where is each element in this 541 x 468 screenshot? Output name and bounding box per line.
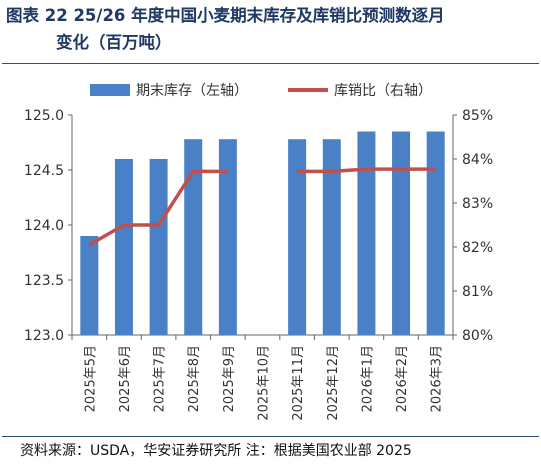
legend: 期末库存（左轴） 库销比（右轴） — [90, 83, 432, 99]
right-tick-label: 85% — [462, 108, 493, 124]
bar — [218, 139, 237, 335]
x-tick-label: 2025年5月 — [83, 345, 98, 412]
x-tick-label: 2025年9月 — [222, 345, 237, 412]
bar — [426, 131, 445, 335]
title-line-1: 图表 22 25/26 年度中国小麦期末库存及库销比预测数逐月 — [6, 6, 445, 25]
ratio-line-segment — [88, 169, 228, 247]
chart-title: 图表 22 25/26 年度中国小麦期末库存及库销比预测数逐月 变化（百万吨） — [6, 2, 536, 56]
right-tick-label: 83% — [462, 196, 493, 212]
bar — [80, 236, 99, 335]
top-rule — [2, 63, 539, 64]
x-tick-label: 2025年6月 — [118, 345, 133, 412]
left-tick-label: 123.0 — [24, 328, 64, 344]
left-tick-label: 125.0 — [24, 108, 64, 124]
bars — [80, 131, 445, 335]
bar — [357, 131, 376, 335]
right-tick-label: 81% — [462, 284, 493, 300]
x-tick-label: 2026年3月 — [430, 345, 445, 412]
x-tick-label: 2025年11月 — [291, 345, 306, 421]
bar — [114, 159, 133, 335]
legend-line-label: 库销比（右轴） — [334, 83, 432, 99]
left-tick-label: 124.5 — [24, 163, 64, 179]
x-labels: 2025年5月 2025年6月 2025年7月 2025年8月 2025年9月 2025年… — [83, 345, 444, 421]
x-tick-label: 2025年7月 — [153, 345, 168, 412]
title-line-2: 变化（百万吨） — [56, 33, 172, 52]
bar — [149, 159, 168, 335]
right-tick-label: 84% — [462, 152, 493, 168]
bar — [322, 139, 341, 335]
legend-bar-swatch — [90, 84, 130, 96]
x-tick-label: 2025年10月 — [257, 345, 272, 421]
left-tick-label: 124.0 — [24, 218, 64, 234]
x-tick-label: 2025年8月 — [187, 345, 202, 412]
legend-bar-label: 期末库存（左轴） — [136, 83, 248, 99]
source-note: 资料来源：USDA，华安证券研究所 注：根据美国农业部 2025 — [20, 443, 412, 459]
bottom-rule — [2, 436, 539, 437]
ratio-line-segment — [297, 167, 436, 174]
right-tick-label: 82% — [462, 240, 493, 256]
bar — [392, 131, 411, 335]
ratio-line — [88, 167, 436, 247]
right-tick-label: 80% — [462, 328, 493, 344]
bar — [184, 139, 203, 335]
left-tick-label: 123.5 — [24, 273, 64, 289]
x-tick-label: 2026年2月 — [395, 345, 410, 412]
axes: 123.0 123.5 124.0 124.5 125.0 80% 81% 82% 83% 84%… — [24, 108, 493, 344]
x-tick-label: 2026年1月 — [360, 345, 375, 412]
x-tick-label: 2025年12月 — [326, 345, 341, 421]
bar — [288, 139, 307, 335]
